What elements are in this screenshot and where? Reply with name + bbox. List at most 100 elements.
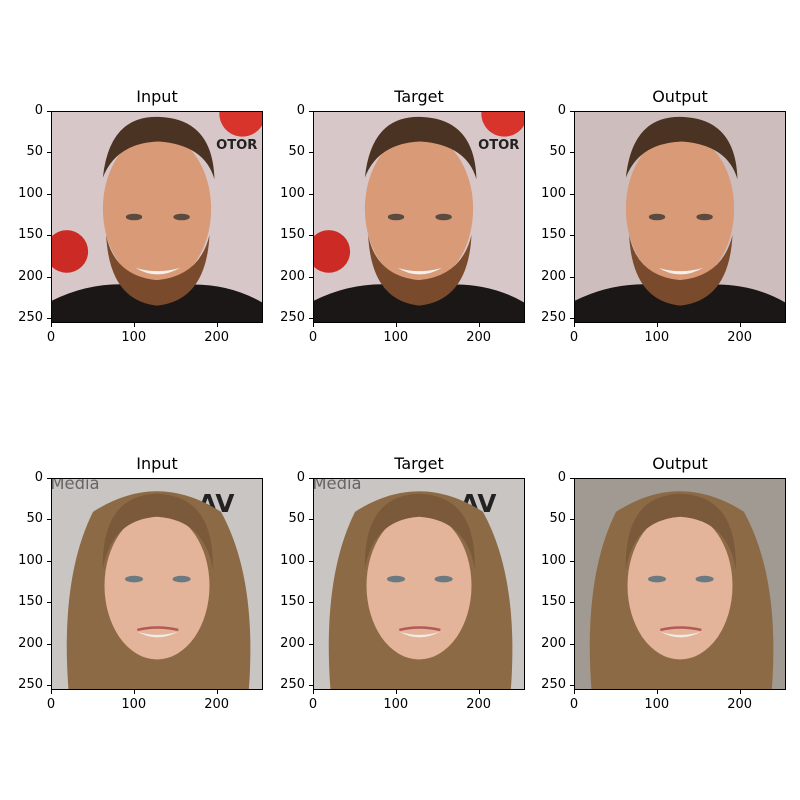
y-tick-label: 50 bbox=[549, 144, 566, 160]
panel-title: Target bbox=[394, 87, 444, 106]
y-tick-label: 150 bbox=[541, 227, 566, 243]
x-tick-mark bbox=[395, 690, 397, 694]
y-tick-mark bbox=[570, 235, 574, 237]
x-tick-mark bbox=[51, 323, 52, 327]
y-tick-label: 50 bbox=[26, 511, 43, 527]
x-tick-label: 100 bbox=[383, 697, 409, 712]
panel-title: Output bbox=[652, 87, 708, 106]
y-tick-label: 150 bbox=[541, 594, 566, 610]
y-tick-label: 200 bbox=[280, 635, 305, 651]
y-tick-mark bbox=[47, 560, 51, 562]
y-tick-mark bbox=[309, 152, 313, 154]
y-tick-mark bbox=[309, 193, 313, 195]
y-tick-label: 0 bbox=[296, 103, 305, 118]
y-tick-label: 50 bbox=[288, 144, 305, 160]
y-tick-label: 0 bbox=[557, 470, 566, 485]
y-tick-label: 100 bbox=[280, 552, 305, 568]
y-tick-mark bbox=[309, 111, 313, 112]
y-tick-mark bbox=[570, 478, 574, 479]
y-tick-mark bbox=[570, 111, 574, 112]
svg-text:OTOR: OTOR bbox=[216, 138, 257, 153]
panel-title: Output bbox=[652, 454, 708, 473]
y-tick-label: 50 bbox=[549, 511, 566, 527]
y-tick-label: 50 bbox=[26, 144, 43, 160]
y-tick-mark bbox=[309, 235, 313, 237]
y-tick-mark bbox=[47, 193, 51, 195]
y-tick-label: 100 bbox=[541, 552, 566, 568]
y-tick-mark bbox=[570, 276, 574, 278]
y-tick-mark bbox=[570, 318, 574, 320]
y-tick-mark bbox=[47, 276, 51, 278]
x-tick-mark bbox=[478, 690, 480, 694]
face-image-output bbox=[574, 478, 786, 690]
face-image-input: OTOROT bbox=[51, 111, 263, 323]
x-tick-mark bbox=[478, 323, 480, 327]
x-tick-label: 100 bbox=[644, 697, 670, 712]
y-tick-mark bbox=[570, 560, 574, 562]
y-tick-mark bbox=[570, 519, 574, 521]
y-tick-mark bbox=[309, 602, 313, 604]
y-tick-mark bbox=[47, 235, 51, 237]
y-tick-mark bbox=[47, 318, 51, 320]
y-tick-label: 250 bbox=[18, 310, 43, 326]
x-tick-label: 200 bbox=[727, 330, 753, 345]
x-tick-label: 0 bbox=[46, 330, 56, 345]
x-tick-mark bbox=[313, 690, 314, 694]
y-tick-label: 200 bbox=[541, 635, 566, 651]
x-tick-label: 0 bbox=[308, 330, 318, 345]
x-tick-label: 0 bbox=[569, 697, 579, 712]
y-tick-mark bbox=[47, 111, 51, 112]
y-tick-label: 200 bbox=[280, 268, 305, 284]
x-tick-mark bbox=[133, 690, 135, 694]
y-tick-label: 50 bbox=[288, 511, 305, 527]
y-tick-label: 100 bbox=[18, 185, 43, 201]
y-tick-label: 100 bbox=[541, 185, 566, 201]
y-tick-mark bbox=[570, 193, 574, 195]
y-tick-label: 150 bbox=[280, 227, 305, 243]
y-tick-label: 250 bbox=[280, 677, 305, 693]
y-tick-label: 150 bbox=[280, 594, 305, 610]
x-tick-mark bbox=[574, 323, 575, 327]
y-tick-label: 100 bbox=[18, 552, 43, 568]
y-tick-mark bbox=[309, 685, 313, 687]
panel-title: Input bbox=[136, 454, 178, 473]
x-tick-mark bbox=[574, 690, 575, 694]
y-tick-label: 250 bbox=[541, 677, 566, 693]
y-tick-label: 250 bbox=[541, 310, 566, 326]
x-tick-label: 100 bbox=[121, 330, 147, 345]
y-tick-label: 0 bbox=[296, 470, 305, 485]
x-tick-label: 0 bbox=[569, 330, 579, 345]
face-image-target: OTOROT bbox=[313, 111, 525, 323]
x-tick-label: 100 bbox=[121, 697, 147, 712]
x-tick-label: 200 bbox=[466, 697, 492, 712]
y-tick-mark bbox=[309, 478, 313, 479]
y-tick-label: 0 bbox=[34, 103, 43, 118]
face-image-output bbox=[574, 111, 786, 323]
x-tick-label: 100 bbox=[644, 330, 670, 345]
y-tick-mark bbox=[47, 478, 51, 479]
y-tick-mark bbox=[309, 276, 313, 278]
x-tick-mark bbox=[216, 690, 218, 694]
y-tick-mark bbox=[570, 602, 574, 604]
panel-title: Input bbox=[136, 87, 178, 106]
y-tick-label: 200 bbox=[18, 268, 43, 284]
y-tick-mark bbox=[47, 643, 51, 645]
y-tick-label: 0 bbox=[34, 470, 43, 485]
x-tick-mark bbox=[656, 690, 658, 694]
y-tick-mark bbox=[47, 602, 51, 604]
y-tick-label: 250 bbox=[18, 677, 43, 693]
y-tick-label: 100 bbox=[280, 185, 305, 201]
y-tick-label: 150 bbox=[18, 227, 43, 243]
x-tick-mark bbox=[313, 323, 314, 327]
x-tick-label: 0 bbox=[46, 697, 56, 712]
face-image-target: Media AV bbox=[313, 478, 525, 690]
y-tick-mark bbox=[309, 519, 313, 521]
svg-text:Media: Media bbox=[314, 479, 362, 493]
y-tick-mark bbox=[47, 519, 51, 521]
x-tick-label: 200 bbox=[727, 697, 753, 712]
svg-text:Media: Media bbox=[52, 479, 100, 493]
x-tick-label: 200 bbox=[204, 697, 230, 712]
svg-text:OTOR: OTOR bbox=[478, 138, 519, 153]
y-tick-label: 150 bbox=[18, 594, 43, 610]
face-image-input: Media AV bbox=[51, 478, 263, 690]
